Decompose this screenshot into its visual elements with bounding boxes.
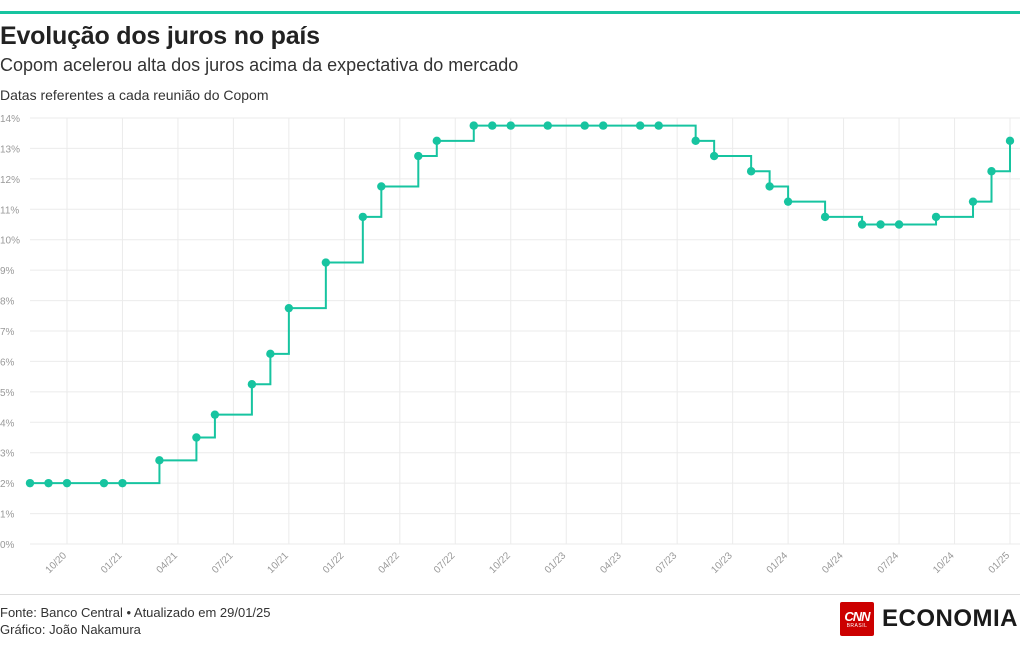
x-tick-label: 04/24 xyxy=(820,550,846,576)
chart-subtitle: Copom acelerou alta dos juros acima da e… xyxy=(0,55,519,75)
y-tick-label: 3% xyxy=(0,449,15,460)
data-point xyxy=(99,478,109,488)
data-point xyxy=(284,303,294,313)
data-point xyxy=(857,220,867,229)
x-tick-label: 10/23 xyxy=(709,550,735,576)
chart-title: Evolução dos juros no país xyxy=(0,22,320,50)
data-point xyxy=(414,151,423,161)
data-point xyxy=(432,136,441,146)
economia-text-a: ECONOM xyxy=(882,605,993,632)
data-point xyxy=(654,121,663,130)
x-tick-label: 07/24 xyxy=(876,550,902,576)
economia-text-b: IA xyxy=(993,605,1018,632)
data-point xyxy=(192,433,201,442)
footer-divider xyxy=(0,594,1020,595)
data-point xyxy=(876,220,885,229)
x-tick-label: 01/24 xyxy=(765,550,791,576)
cnn-logo: CNN BRASIL xyxy=(840,602,874,636)
x-tick-label: 01/21 xyxy=(99,550,125,576)
y-tick-label: 13% xyxy=(0,144,20,155)
y-tick-label: 11% xyxy=(0,205,19,216)
y-tick-label: 9% xyxy=(0,266,15,277)
data-point xyxy=(709,151,719,161)
data-point xyxy=(1005,136,1015,146)
data-point xyxy=(635,121,645,130)
footer-source-block: Fonte: Banco Central • Atualizado em 29/… xyxy=(0,604,271,638)
y-tick-label: 6% xyxy=(0,357,15,368)
x-tick-label: 10/24 xyxy=(931,550,957,576)
data-point xyxy=(580,121,589,130)
x-tick-label: 10/20 xyxy=(44,550,70,576)
cnn-logo-brasil: BRASIL xyxy=(846,622,868,629)
data-point xyxy=(506,121,515,130)
data-point xyxy=(987,167,996,176)
x-tick-label: 01/23 xyxy=(543,550,569,576)
y-tick-label: 14% xyxy=(0,114,20,125)
data-point xyxy=(118,478,127,488)
data-point xyxy=(266,349,275,359)
data-point xyxy=(931,212,941,222)
y-tick-label: 8% xyxy=(0,297,15,308)
x-tick-label: 07/21 xyxy=(210,550,236,576)
x-tick-label: 01/22 xyxy=(321,550,347,576)
y-tick-label: 2% xyxy=(0,479,15,490)
x-tick-label: 10/22 xyxy=(487,550,513,576)
x-tick-label: 07/23 xyxy=(654,550,680,576)
data-point xyxy=(691,136,700,146)
data-point xyxy=(765,182,774,191)
y-tick-label: 0% xyxy=(0,540,15,551)
economia-wordmark: ECONOM IA xyxy=(882,605,1018,633)
data-point xyxy=(820,212,830,222)
cnn-economia-logo: CNN BRASIL ECONOM IA xyxy=(840,601,1018,637)
data-point xyxy=(62,478,72,488)
data-point xyxy=(488,121,497,130)
chart-note: Datas referentes a cada reunião do Copom xyxy=(0,87,269,103)
x-tick-label: 04/23 xyxy=(598,550,624,576)
cnn-logo-text: CNN xyxy=(844,608,870,624)
data-point xyxy=(377,182,386,191)
data-point xyxy=(358,212,368,222)
data-point xyxy=(599,121,608,130)
y-tick-label: 12% xyxy=(0,175,20,186)
y-tick-label: 1% xyxy=(0,510,15,521)
data-point xyxy=(44,478,53,488)
data-point xyxy=(321,258,331,267)
x-tick-label: 10/21 xyxy=(266,550,292,576)
source-text: Fonte: Banco Central • Atualizado em 29/… xyxy=(0,605,271,620)
x-tick-label: 04/21 xyxy=(155,550,181,576)
x-tick-label: 07/22 xyxy=(432,550,458,576)
x-tick-label: 01/25 xyxy=(987,550,1013,576)
data-point xyxy=(210,410,220,419)
data-point xyxy=(746,167,756,176)
data-point xyxy=(783,197,793,206)
data-point xyxy=(155,456,164,465)
data-point xyxy=(543,121,552,130)
data-point xyxy=(25,478,35,488)
interest-rate-chart: 0% 1% 2% 3% 4% 5% 6% 7% 8% 9% 10% 11% 12% 13% 14% 10/20… xyxy=(0,114,1020,576)
y-tick-label: 4% xyxy=(0,418,15,429)
x-tick-label: 04/22 xyxy=(376,550,402,576)
y-tick-label: 5% xyxy=(0,388,15,399)
data-point xyxy=(247,380,257,389)
data-point xyxy=(894,220,904,229)
y-tick-label: 10% xyxy=(0,236,20,247)
y-tick-label: 7% xyxy=(0,327,15,338)
credit-text: Gráfico: João Nakamura xyxy=(0,622,141,637)
top-accent-rule xyxy=(0,11,1020,14)
data-point xyxy=(469,121,478,130)
data-point xyxy=(968,197,978,206)
